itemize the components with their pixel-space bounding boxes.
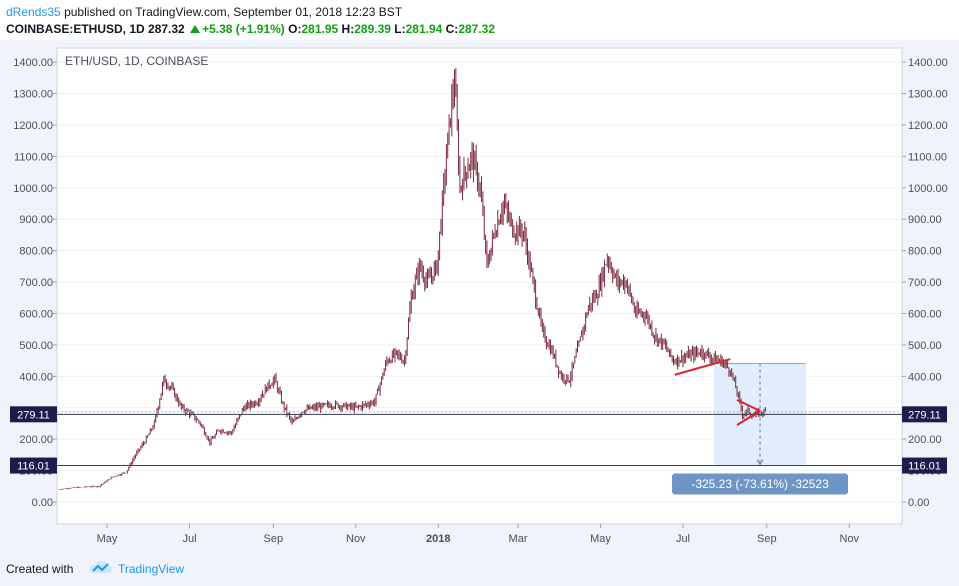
y-axis-left: 0.00100.00200.00300.00400.00500.00600.00… [13,57,57,509]
chart-title: ETH/USD, 1D, COINBASE [65,54,208,68]
candles [57,67,766,490]
x-tick-label: Jul [182,533,196,545]
published-text: published on TradingView.com, September … [64,5,403,19]
level-b-tag-right-text: 116.01 [908,461,941,473]
y-tick-label-right: 200.00 [908,434,942,446]
x-tick-label: Mar [509,533,528,545]
y-tick-label-left: 400.00 [19,371,53,383]
measure-label-text: -325.23 (-73.61%) -32523 [691,477,829,491]
trendline [674,358,731,376]
x-tick-label: Nov [346,533,366,545]
low-value: 281.94 [405,22,443,36]
open-value: 281.95 [301,22,339,36]
x-tick-label: Jul [676,533,690,545]
tradingview-link[interactable]: TradingView [118,562,185,576]
tradingview-cloud-icon [89,560,112,573]
up-arrow-icon [190,25,201,33]
x-tick-label: Sep [757,533,777,545]
symbol-label: COINBASE:ETHUSD, 1D [6,22,145,36]
y-tick-label-left: 1300.00 [13,89,53,101]
symbol-ohlc-line: COINBASE:ETHUSD, 1D 287.32 +5.38 (+1.91%… [6,22,495,36]
x-tick-label: Nov [839,533,859,545]
y-tick-label-left: 900.00 [19,214,53,226]
level-a-tag-left-text: 279.11 [17,409,50,421]
level-b-tag-right-box [902,457,947,474]
level-a-tag-right-text: 279.11 [908,409,941,421]
x-tick-label: 2018 [426,533,450,545]
footer: Created with TradingView [0,552,959,586]
measure-label-box [672,473,849,495]
publish-header: dRends35 published on TradingView.com, S… [0,0,959,40]
author-link[interactable]: dRends35 [6,5,61,19]
y-tick-label-left: 500.00 [19,340,53,352]
last-price: 287.32 [148,22,185,36]
x-tick-label: Sep [264,533,284,545]
y-tick-label-left: 200.00 [19,434,53,446]
y-tick-label-left: 1200.00 [13,120,53,132]
annotations: -325.23 (-73.61%) -32523 [672,358,849,495]
y-tick-label-left: 800.00 [19,246,53,258]
y-tick-label-right: 1100.00 [908,151,947,163]
y-tick-label-right: 800.00 [908,246,942,258]
level-a-tag-left-box [10,406,57,423]
y-tick-label-left: 1100.00 [14,151,53,163]
price-chart[interactable]: -325.23 (-73.61%) -32523 0.00100.00200.0… [0,40,959,552]
y-tick-label-right: 900.00 [908,214,942,226]
y-tick-label-right: 1200.00 [908,120,948,132]
level-a-tag-right-box [902,406,947,423]
trendline [736,398,761,412]
price-change: +5.38 (+1.91%) [202,22,285,36]
y-tick-label-left: 1000.00 [13,183,53,195]
y-tick-label-left: 1400.00 [13,57,53,69]
high-value: 289.39 [354,22,391,36]
y-tick-label-right: 0.00 [908,497,929,509]
price-levels [57,411,902,467]
level-b-tag-left-text: 116.01 [17,461,50,473]
publish-info-line: dRends35 published on TradingView.com, S… [6,5,402,19]
close-label: C: [445,22,459,36]
x-tick-label: May [590,533,611,545]
y-axis-right: 0.00100.00200.00300.00400.00500.00600.00… [902,57,948,509]
low-label: L: [394,22,406,36]
y-tick-label-right: 1300.00 [908,89,948,101]
y-tick-label-right: 400.00 [908,371,942,383]
y-tick-label-right: 700.00 [908,277,942,289]
y-tick-label-right: 1000.00 [908,183,948,195]
open-label: O: [288,22,302,36]
y-tick-label-right: 1400.00 [908,57,948,69]
y-tick-label-left: 700.00 [19,277,53,289]
level-b-tag-left-box [10,457,57,474]
y-tick-label-left: 600.00 [19,308,53,320]
y-tick-label-left: 0.00 [32,497,53,509]
measure-arrow-head [756,459,764,466]
x-axis: May Jul Sep Nov 2018 Mar May Jul Sep Nov [97,524,860,545]
high-label: H: [341,22,355,36]
y-tick-label-right: 600.00 [908,308,942,320]
trendline [736,410,761,426]
x-tick-label: May [97,533,118,545]
created-with-text: Created with [6,562,74,576]
close-value: 287.32 [458,22,496,36]
y-tick-label-right: 500.00 [908,340,942,352]
